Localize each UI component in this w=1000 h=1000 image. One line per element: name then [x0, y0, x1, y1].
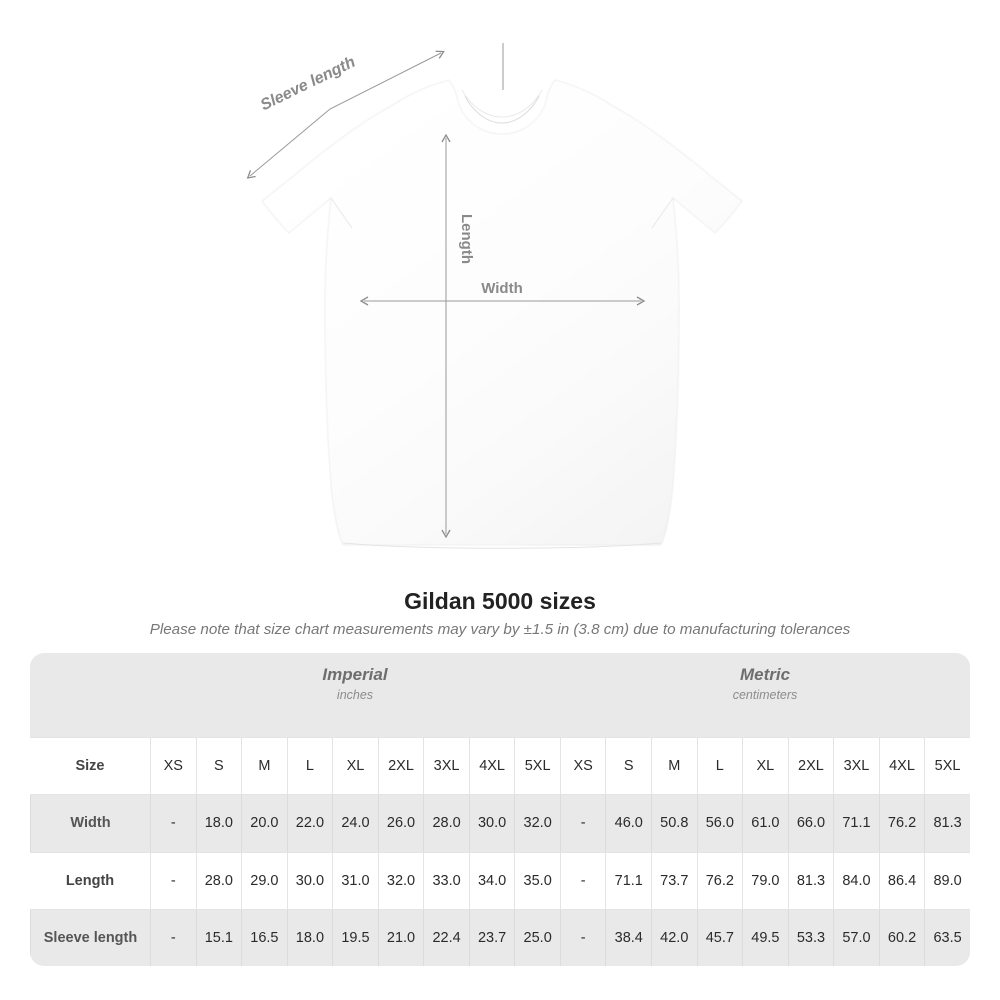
- svg-text:Length: Length: [458, 214, 475, 264]
- svg-text:Sleeve length: Sleeve length: [258, 54, 358, 115]
- svg-text:Width: Width: [481, 280, 523, 297]
